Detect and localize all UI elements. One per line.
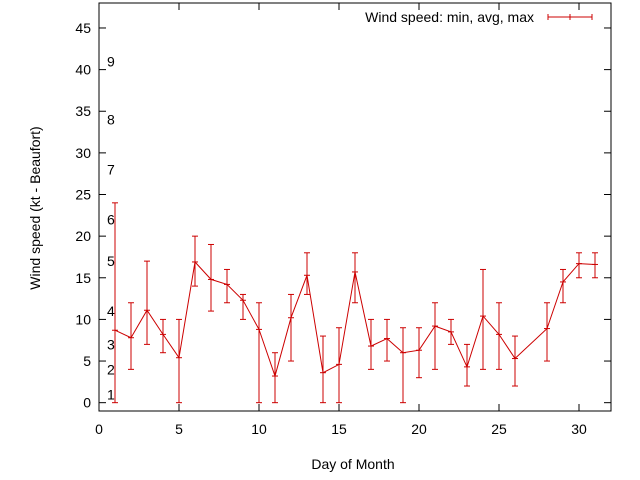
y-tick-label: 15	[75, 270, 91, 286]
y-tick-label: 10	[75, 311, 91, 327]
beaufort-label: 1	[107, 386, 115, 402]
x-tick-label: 15	[331, 421, 347, 437]
x-tick-label: 30	[571, 421, 587, 437]
beaufort-label: 6	[107, 211, 115, 227]
y-tick-label: 20	[75, 228, 91, 244]
beaufort-label: 7	[107, 162, 115, 178]
y-tick-label: 35	[75, 103, 91, 119]
x-tick-label: 0	[95, 421, 103, 437]
x-tick-label: 10	[251, 421, 267, 437]
avg-line	[114, 260, 596, 378]
series-wind-speed	[112, 202, 598, 404]
y-tick-label: 45	[75, 20, 91, 36]
y-tick-label: 40	[75, 62, 91, 78]
x-tick-label: 20	[411, 421, 427, 437]
x-tick-label: 5	[175, 421, 183, 437]
beaufort-label: 8	[107, 112, 115, 128]
y-tick-label: 5	[83, 353, 91, 369]
beaufort-scale-labels: 1 2 3 4 5 6 7 8 9	[107, 53, 115, 402]
legend-label: Wind speed: min, avg, max	[365, 9, 534, 25]
y-tick-label: 0	[83, 395, 91, 411]
x-tick-label: 25	[491, 421, 507, 437]
beaufort-label: 5	[107, 253, 115, 269]
beaufort-label: 2	[107, 361, 115, 377]
y-axis-label: Wind speed (kt - Beaufort)	[27, 126, 43, 289]
legend: Wind speed: min, avg, max	[365, 9, 593, 25]
beaufort-label: 4	[107, 303, 115, 319]
plot-frame	[98, 2, 612, 412]
beaufort-label: 9	[107, 53, 115, 69]
x-axis-label: Day of Month	[311, 456, 394, 472]
y-tick-label: 30	[75, 145, 91, 161]
y-tick-label: 25	[75, 187, 91, 203]
beaufort-label: 3	[107, 336, 115, 352]
